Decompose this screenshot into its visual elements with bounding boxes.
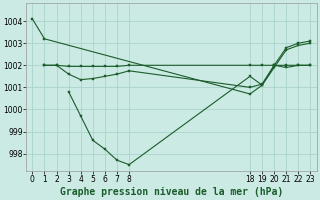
X-axis label: Graphe pression niveau de la mer (hPa): Graphe pression niveau de la mer (hPa)	[60, 186, 283, 197]
